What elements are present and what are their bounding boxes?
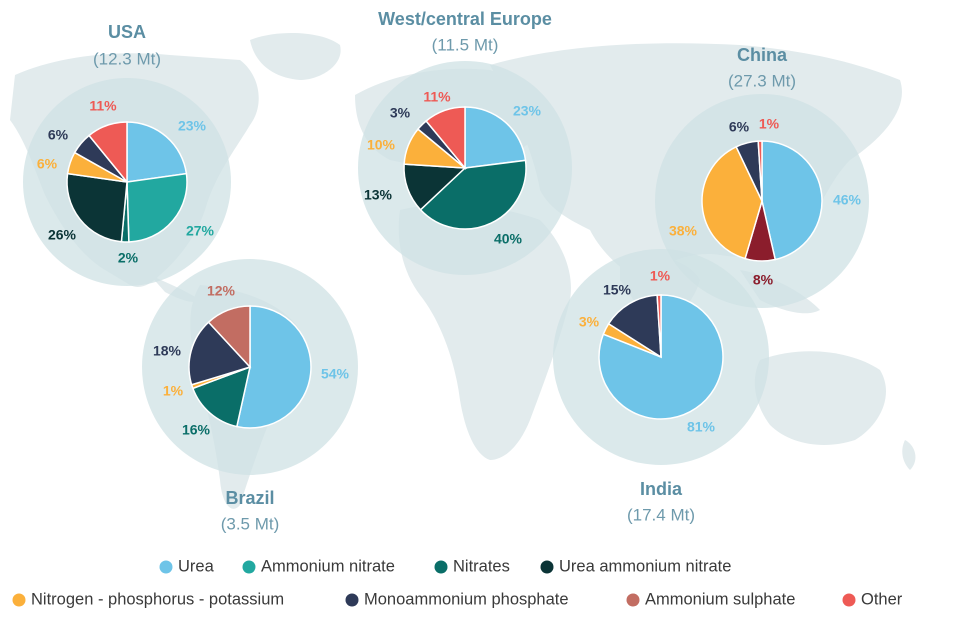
slice-china-urea <box>761 140 823 261</box>
legend-marker-ammonium-sulphate <box>626 593 640 607</box>
slice-west-central-europe-nitrates <box>419 159 527 230</box>
legend-marker-nitrates <box>434 560 448 574</box>
slice-label-india-nitrogen-phosphorus-potassium: 3% <box>579 314 600 330</box>
legend-label-nitrogen-phosphorus-potassium: Nitrogen - phosphorus - potassium <box>31 590 284 608</box>
slice-label-usa-other: 11% <box>89 98 117 114</box>
region-total-usa: (12.3 Mt) <box>93 49 161 68</box>
legend-marker-urea <box>159 560 173 574</box>
slice-label-china-urea: 46% <box>833 192 862 208</box>
slice-usa-urea-ammonium-nitrate <box>66 172 128 243</box>
slice-label-india-monoammonium-phosphate: 15% <box>603 282 632 298</box>
legend-label-ammonium-nitrate: Ammonium nitrate <box>261 557 395 575</box>
slice-label-china-monoammonium-phosphate: 6% <box>729 119 750 135</box>
slice-label-usa-nitrogen-phosphorus-potassium: 6% <box>37 156 58 172</box>
slice-label-usa-nitrates: 2% <box>118 250 139 266</box>
slice-china-nitrogen-phosphorus-potassium <box>701 145 763 260</box>
slice-label-china-nitrogen-phosphorus-potassium: 38% <box>669 223 698 239</box>
region-total-china: (27.3 Mt) <box>728 71 796 90</box>
legend-label-other: Other <box>861 590 903 608</box>
slice-brazil-monoammonium-phosphate <box>188 321 252 386</box>
legend-label-urea: Urea <box>178 557 215 575</box>
legend-marker-other <box>842 593 856 607</box>
slice-label-india-other: 1% <box>650 268 671 284</box>
slice-label-usa-urea: 23% <box>178 118 207 134</box>
slice-label-west-central-europe-urea-ammonium-nitrate: 13% <box>364 187 393 203</box>
region-title-brazil: Brazil <box>225 488 274 508</box>
slice-label-china-other8: 8% <box>753 272 774 288</box>
slice-label-west-central-europe-monoammonium-phosphate: 3% <box>390 105 411 121</box>
slice-label-india-urea: 81% <box>687 419 716 435</box>
region-title-usa: USA <box>108 22 146 42</box>
legend-label-urea-ammonium-nitrate: Urea ammonium nitrate <box>559 557 731 575</box>
slice-label-usa-ammonium-nitrate: 27% <box>186 223 215 239</box>
slice-usa-urea <box>126 121 188 183</box>
region-titles: USA (12.3 Mt) West/central Europe (11.5 Mt)… <box>93 9 796 534</box>
slice-usa-other <box>88 121 128 185</box>
legend-label-ammonium-sulphate: Ammonium sulphate <box>645 590 795 608</box>
region-title-india: India <box>640 479 683 499</box>
slice-label-china-other: 1% <box>759 116 780 132</box>
slice-india-monoammonium-phosphate <box>607 294 662 359</box>
legend-label-nitrates: Nitrates <box>453 557 510 575</box>
region-title-china: China <box>737 45 788 65</box>
slice-label-brazil-ammonium-sulphate: 12% <box>207 283 236 299</box>
slice-label-west-central-europe-urea: 23% <box>513 103 542 119</box>
region-total-india: (17.4 Mt) <box>627 505 695 524</box>
slice-label-brazil-nitrates: 16% <box>182 422 211 438</box>
slice-label-west-central-europe-nitrogen-phosphorus-potassium: 10% <box>367 137 396 153</box>
slice-label-brazil-monoammonium-phosphate: 18% <box>153 343 182 359</box>
slice-label-brazil-urea: 54% <box>321 366 350 382</box>
legend: Urea Ammonium nitrate Nitrates Urea ammoniu… <box>12 557 903 608</box>
slice-india-other <box>656 294 662 358</box>
region-total-brazil: (3.5 Mt) <box>221 514 280 533</box>
slice-china-other <box>757 140 763 202</box>
slice-label-usa-monoammonium-phosphate: 6% <box>48 127 69 143</box>
slice-west-central-europe-other <box>425 106 466 171</box>
legend-marker-ammonium-nitrate <box>242 560 256 574</box>
pies-layer: 23% 27% 2% 26% 6% 6% 11% 23% 40% 13% 10% 3% 11% 46% 8%… <box>37 89 862 438</box>
legend-marker-nitrogen-phosphorus-potassium <box>12 593 26 607</box>
slice-west-central-europe-urea <box>464 106 527 169</box>
legend-marker-urea-ammonium-nitrate <box>540 560 554 574</box>
legend-label-monoammonium-phosphate: Monoammonium phosphate <box>364 590 569 608</box>
legend-marker-monoammonium-phosphate <box>345 593 359 607</box>
slice-brazil-urea <box>235 305 312 429</box>
slice-usa-ammonium-nitrate <box>126 172 188 243</box>
slice-brazil-nitrates <box>191 365 252 428</box>
slice-label-west-central-europe-nitrates: 40% <box>494 231 523 247</box>
slice-label-usa-urea-ammonium-nitrate: 26% <box>48 227 77 243</box>
slice-label-brazil-nitrogen-phosphorus-potassium: 1% <box>163 383 184 399</box>
slice-brazil-ammonium-sulphate <box>207 305 251 369</box>
region-title-west-central-europe: West/central Europe <box>378 9 552 29</box>
region-total-west-central-europe: (11.5 Mt) <box>432 35 499 54</box>
slice-label-west-central-europe-other: 11% <box>423 89 451 105</box>
